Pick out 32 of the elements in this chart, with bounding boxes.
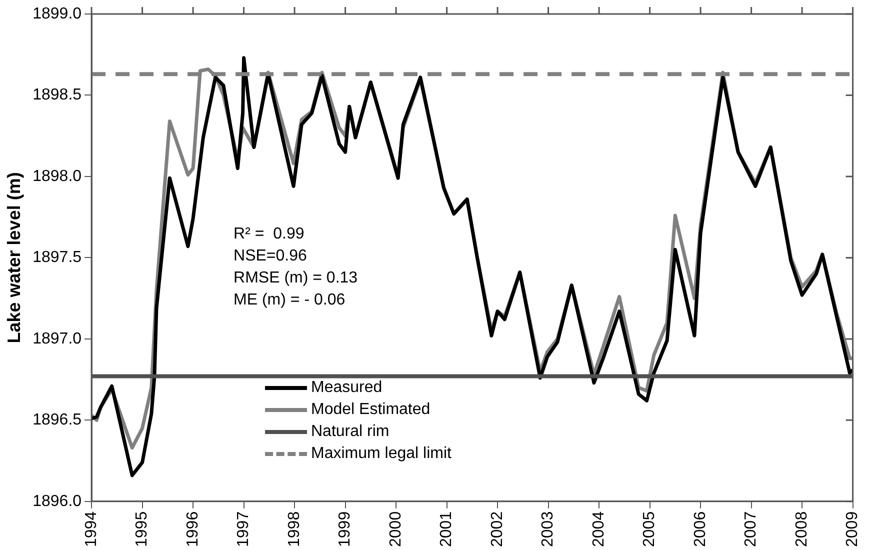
y-tick-label: 1898.0 [32,168,82,185]
legend-label: Natural rim [311,422,390,442]
annotation: RMSE (m) = 0.13 [234,269,358,286]
y-tick-label: 1898.5 [32,86,82,104]
x-tick-label: 1998 [286,511,303,547]
x-tick-label: 2001 [438,511,456,547]
legend-label: Model Estimated [311,400,430,420]
y-tick-label: 1897.0 [32,330,82,348]
legend-label: Maximum legal limit [311,444,452,464]
x-tick-label: 1995 [134,511,151,547]
x-tick-label: 1999 [336,511,354,547]
annotation: NSE=0.96 [234,247,308,264]
x-tick-label: 2009 [844,511,862,547]
x-tick-label: 1994 [82,511,100,547]
x-tick-label: 2008 [793,511,810,547]
x-tick-label: 2002 [488,511,506,547]
x-tick-label: 2007 [742,511,760,547]
x-tick-label: 2000 [387,511,404,547]
x-tick-label: 2006 [692,511,709,547]
y-axis-title: Lake water level (m) [4,172,24,344]
x-tick-label: 2004 [590,511,608,547]
x-tick-label: 2003 [540,511,557,547]
annotation: R² = 0.99 [234,225,304,242]
x-tick-label: 2005 [641,511,658,547]
y-tick-label: 1896.0 [32,492,82,510]
x-tick-label: 1996 [184,511,202,547]
y-tick-label: 1897.5 [32,249,82,266]
y-tick-label: 1899.0 [32,5,82,22]
x-tick-label: 1997 [235,511,252,547]
y-tick-label: 1896.5 [32,412,82,429]
annotation: ME (m) = - 0.06 [234,291,346,308]
legend-label: Measured [311,378,382,398]
